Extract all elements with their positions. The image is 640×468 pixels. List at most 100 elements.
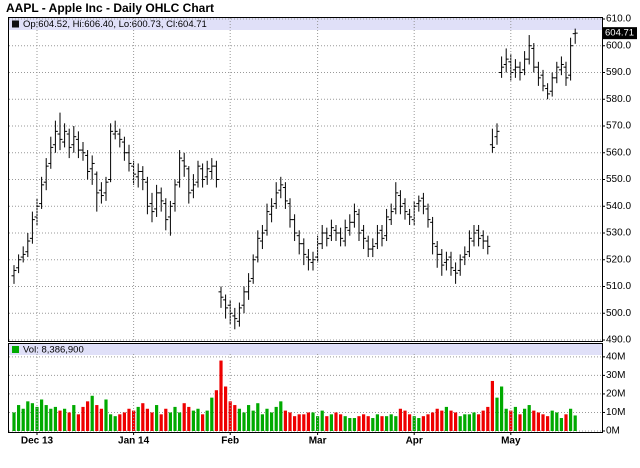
volume-bar <box>242 412 246 431</box>
volume-bar <box>150 412 154 431</box>
y-tick-label: 580.0 <box>606 94 631 105</box>
volume-bar <box>210 397 214 431</box>
volume-bar <box>371 418 375 431</box>
y-tick-label: 610.0 <box>606 14 631 25</box>
volume-bar <box>444 406 448 431</box>
volume-bar <box>168 412 172 431</box>
volume-bar <box>247 405 251 431</box>
volume-bar <box>219 360 223 431</box>
y-tick-label: 550.0 <box>606 174 631 185</box>
volume-bar <box>490 380 494 431</box>
volume-bar <box>63 408 67 431</box>
y-tick-label: 530.0 <box>606 228 631 239</box>
volume-bar <box>297 414 301 431</box>
volume-bar <box>398 408 402 431</box>
price-icon <box>12 20 19 28</box>
volume-icon <box>12 346 19 353</box>
volume-bar <box>173 406 177 431</box>
volume-bar <box>214 390 218 431</box>
price-panel <box>8 17 603 342</box>
volume-subtitle: Vol: 8,386,900 <box>23 345 84 356</box>
volume-bar <box>265 408 269 431</box>
volume-bar <box>113 416 117 431</box>
volume-bar <box>90 395 94 431</box>
volume-bar <box>67 412 71 431</box>
volume-bar <box>325 416 329 431</box>
volume-bar <box>21 408 25 431</box>
last-price-label: 604.71 <box>605 28 634 39</box>
volume-bar <box>53 406 57 431</box>
y-tick-label: 500.0 <box>606 308 631 319</box>
volume-bar <box>182 403 186 431</box>
volume-bar <box>279 401 283 431</box>
volume-bar <box>35 406 39 431</box>
y-tick-label: 20M <box>606 389 625 400</box>
y-tick-label: 600.0 <box>606 40 631 51</box>
y-tick-label: 490.0 <box>606 335 631 346</box>
volume-bar <box>458 416 462 431</box>
volume-bar <box>228 401 232 431</box>
volume-bar <box>417 418 421 431</box>
volume-bar <box>546 416 550 431</box>
volume-bar <box>362 414 366 431</box>
volume-bar <box>164 408 168 431</box>
volume-bar <box>334 412 338 431</box>
volume-bar <box>477 414 481 431</box>
x-tick-label: Apr <box>406 436 423 447</box>
volume-bar <box>541 414 545 431</box>
volume-bar <box>481 410 485 431</box>
volume-bar <box>569 408 573 431</box>
x-tick-label: May <box>501 436 521 447</box>
x-tick-label: Feb <box>221 436 239 447</box>
volume-bar <box>49 408 53 431</box>
volume-header <box>9 344 602 355</box>
y-tick-label: 560.0 <box>606 147 631 158</box>
x-tick-label: Dec 13 <box>21 436 54 447</box>
volume-bar <box>205 410 209 431</box>
y-tick-label: 10M <box>606 407 625 418</box>
volume-bar <box>523 408 527 431</box>
y-tick-label: 590.0 <box>606 67 631 78</box>
volume-bar <box>306 412 310 431</box>
volume-bar <box>145 408 149 431</box>
volume-bar <box>288 412 292 431</box>
x-tick-label: Mar <box>309 436 327 447</box>
chart-title: AAPL - Apple Inc - Daily OHLC Chart <box>6 1 214 15</box>
volume-bar <box>40 399 44 431</box>
volume-bar <box>260 414 264 431</box>
plot-layer: 490.0 500.0 510.0 520.0 530.0 540.0 550.0 560.0… <box>9 14 637 447</box>
volume-bar <box>12 412 16 431</box>
volume-bar <box>463 414 467 431</box>
price-subtitle: Op:604.52, Hi:606.40, Lo:600.73, Cl:604.… <box>23 19 207 30</box>
volume-bar <box>504 408 508 431</box>
volume-bar <box>375 414 379 431</box>
price-header <box>9 18 602 30</box>
volume-bar <box>233 405 237 431</box>
volume-bar <box>435 408 439 431</box>
volume-bar <box>26 401 30 431</box>
volume-bar <box>30 403 34 431</box>
y-tick-label: 30M <box>606 370 625 381</box>
last-price-box <box>603 27 637 40</box>
y-tick-label: 510.0 <box>606 281 631 292</box>
volume-bar <box>518 414 522 431</box>
volume-bar <box>251 410 255 431</box>
volume-bar <box>426 414 430 431</box>
volume-bar <box>513 406 517 431</box>
volume-bar <box>58 410 62 431</box>
volume-bar <box>573 415 577 431</box>
volume-bar <box>99 408 103 431</box>
x-tick-label: Jan 14 <box>118 436 150 447</box>
volume-bar <box>380 416 384 431</box>
volume-bar <box>357 416 361 431</box>
y-tick-label: 570.0 <box>606 121 631 132</box>
y-tick-label: 0M <box>606 426 620 437</box>
volume-bar <box>472 412 476 431</box>
volume-bar <box>76 414 80 431</box>
volume-bar <box>224 386 228 431</box>
volume-bar <box>536 412 540 431</box>
volume-bar <box>81 406 85 431</box>
volume-bar <box>178 412 182 431</box>
volume-bar <box>500 386 504 431</box>
